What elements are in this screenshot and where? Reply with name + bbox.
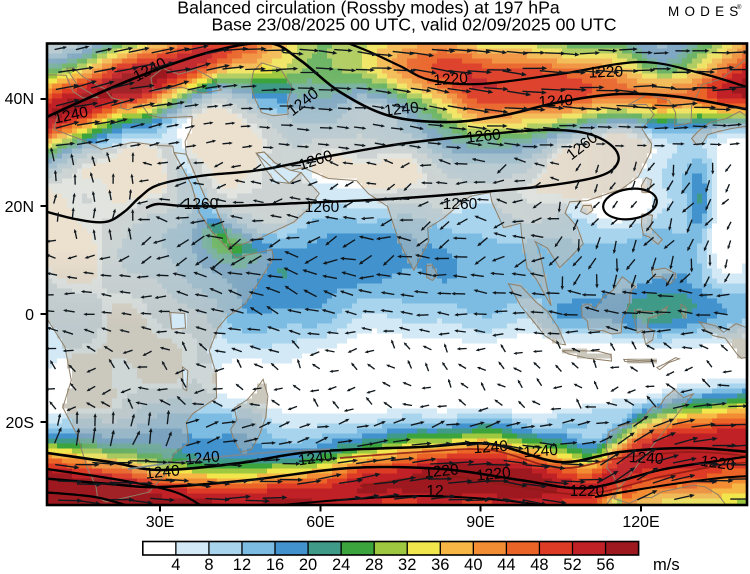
svg-text:12: 12 (426, 483, 443, 500)
svg-text:®: ® (737, 4, 742, 11)
svg-text:1260: 1260 (465, 126, 501, 147)
svg-text:40: 40 (464, 556, 482, 574)
svg-text:28: 28 (365, 556, 383, 574)
svg-text:0: 0 (25, 307, 34, 324)
svg-text:32: 32 (398, 556, 416, 574)
svg-text:90E: 90E (466, 514, 494, 531)
svg-text:m/s: m/s (653, 556, 680, 574)
svg-text:8: 8 (204, 556, 213, 574)
svg-text:1220: 1220 (570, 483, 605, 500)
svg-text:30E: 30E (146, 514, 174, 531)
svg-text:1220: 1220 (588, 63, 623, 81)
svg-text:1220: 1220 (423, 461, 459, 482)
svg-text:1220: 1220 (475, 464, 511, 485)
svg-text:Balanced circulation (Rossby m: Balanced circulation (Rossby modes) at 1… (177, 0, 560, 18)
svg-text:1240: 1240 (473, 438, 509, 457)
svg-text:52: 52 (563, 556, 581, 574)
svg-text:1260: 1260 (305, 199, 340, 216)
svg-text:120E: 120E (622, 514, 659, 531)
svg-text:24: 24 (332, 556, 350, 574)
svg-text:1240: 1240 (297, 448, 334, 470)
svg-text:12: 12 (233, 556, 251, 574)
svg-text:1240: 1240 (383, 99, 419, 120)
svg-text:36: 36 (431, 556, 449, 574)
svg-text:1240: 1240 (52, 104, 90, 128)
svg-text:60E: 60E (306, 514, 334, 531)
svg-text:1260: 1260 (184, 196, 219, 213)
svg-text:1240: 1240 (629, 449, 665, 468)
svg-text:48: 48 (530, 556, 548, 574)
svg-text:56: 56 (596, 556, 614, 574)
svg-text:40N: 40N (5, 91, 34, 108)
svg-text:1240: 1240 (144, 462, 180, 483)
svg-text:20S: 20S (6, 415, 34, 432)
svg-text:1220: 1220 (433, 70, 469, 89)
svg-text:MODES: MODES (668, 4, 744, 19)
svg-text:1240: 1240 (184, 448, 220, 469)
svg-text:20: 20 (299, 556, 317, 574)
svg-text:1260: 1260 (443, 196, 478, 213)
svg-text:16: 16 (266, 556, 284, 574)
svg-text:20N: 20N (5, 199, 34, 216)
svg-text:44: 44 (497, 556, 515, 574)
svg-text:4: 4 (171, 556, 180, 574)
svg-text:Base 23/08/2025 00 UTC, valid: Base 23/08/2025 00 UTC, valid 02/09/2025… (211, 15, 616, 35)
